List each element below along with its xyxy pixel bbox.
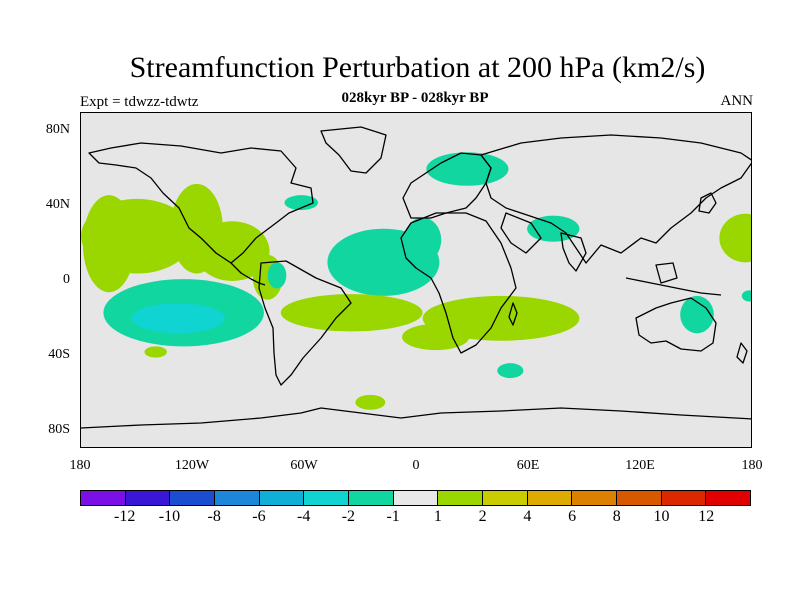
coastline-india (560, 232, 587, 272)
colorbar-label: -1 (386, 508, 400, 525)
coastline-asia (480, 134, 751, 264)
coastlines (81, 126, 751, 429)
colorbar-label: -6 (252, 508, 266, 525)
colorbar-label: 8 (612, 508, 621, 525)
lon-tick-60w: 60W (290, 458, 318, 473)
coastline-new-zealand (736, 342, 748, 364)
coastline-greenland (320, 126, 387, 174)
colorbar-swatch (259, 491, 305, 505)
colorbar-swatch (349, 491, 394, 505)
colorbar-swatch (438, 491, 484, 505)
anomaly-region-green (355, 394, 386, 410)
anomaly-region-green (402, 323, 470, 351)
map-panel (80, 112, 752, 448)
anomaly-region-teal (497, 363, 524, 379)
anomaly-region-green (81, 198, 193, 274)
anomaly-region-teal (680, 295, 714, 334)
colorbar-swatch (706, 491, 751, 505)
experiment-label: Expt = tdwzz-tdwtz (80, 94, 199, 110)
colorbar-swatch (170, 491, 216, 505)
lon-tick-0: 0 (412, 458, 420, 473)
coastline-japan (698, 192, 717, 214)
colorbar-label: 6 (568, 508, 577, 525)
colorbar-label: 2 (478, 508, 487, 525)
anomaly-region-green (144, 346, 167, 358)
colorbar-label: 12 (698, 508, 715, 525)
coastline-madagascar (508, 302, 518, 326)
anomaly-region-teal (741, 290, 751, 302)
lon-tick-120w: 120W (174, 458, 210, 473)
colorbar-label: -12 (114, 508, 136, 525)
colorbar-label: -4 (296, 508, 311, 525)
plot-title: Streamfunction Perturbation at 200 hPa (… (129, 51, 706, 84)
lat-tick-40s: 40S (48, 347, 70, 362)
lat-tick-40n: 40N (45, 197, 70, 212)
coastline-antarctica (81, 407, 751, 429)
coastline-australia (635, 297, 717, 352)
map-canvas (81, 126, 751, 429)
lat-tick-0: 0 (63, 272, 70, 287)
anomaly-region-teal (527, 215, 580, 242)
anomaly-region-teal (403, 217, 442, 263)
colorbar-label: 10 (653, 508, 670, 525)
colorbar-swatch (527, 491, 573, 505)
colorbar-swatch (617, 491, 662, 505)
anomaly-region-teal (284, 195, 319, 211)
anomaly-region-green (280, 294, 423, 332)
colorbar-label: -2 (341, 508, 356, 525)
season-label: ANN (720, 93, 754, 109)
colorbar-swatch (215, 491, 260, 505)
colorbar-swatch (81, 491, 126, 505)
colorbar-swatch (125, 491, 171, 505)
coastline-indonesia (625, 277, 722, 296)
anomaly-regions (81, 152, 751, 410)
colorbar-swatch (304, 491, 350, 505)
coastline-borneo (655, 262, 678, 284)
colorbar-swatch (393, 491, 439, 505)
colorbar-label: -8 (207, 508, 221, 525)
lat-tick-80s: 80S (48, 422, 70, 437)
colorbar-label: -10 (158, 508, 181, 525)
lon-tick-60e: 60E (516, 458, 540, 473)
coastline-arabia (500, 212, 542, 254)
colorbar-label: 1 (433, 508, 442, 525)
colorbar-label: 4 (523, 508, 532, 525)
coastline-north-america (88, 142, 314, 264)
colorbar-swatch (661, 491, 707, 505)
anomaly-region-teal (267, 262, 287, 289)
anomaly-region-green (194, 221, 270, 281)
lat-tick-80n: 80N (45, 122, 70, 137)
colorbar-swatch (483, 491, 528, 505)
coastline-south-america (258, 260, 352, 386)
lon-tick-180e: 180 (741, 458, 763, 473)
lon-tick-180w: 180 (69, 458, 91, 473)
colorbar (80, 490, 751, 506)
anomaly-region-teal (426, 152, 509, 186)
anomaly-region-cyan (131, 303, 225, 334)
coastline-africa (400, 212, 517, 354)
anomaly-region-green (719, 213, 751, 263)
lon-tick-120e: 120E (625, 458, 655, 473)
coastline-central-america (230, 262, 266, 286)
colorbar-swatch (572, 491, 618, 505)
plot-subtitle: 028kyr BP - 028kyr BP (341, 90, 489, 106)
